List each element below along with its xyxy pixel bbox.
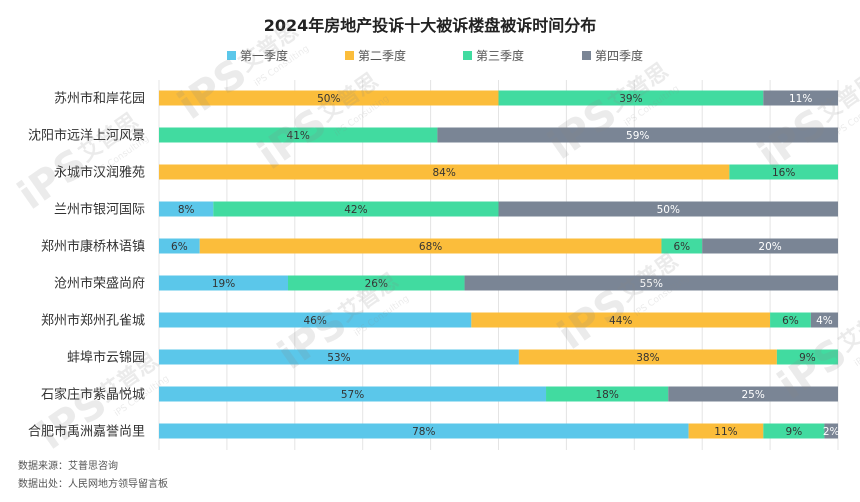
data-label: 20% (758, 241, 781, 253)
bar-segment (159, 312, 472, 328)
data-label: 19% (212, 278, 235, 290)
data-label: 84% (433, 167, 456, 179)
bar-segment (729, 164, 838, 180)
legend-label: 第三季度 (476, 48, 525, 63)
category-label: 苏州市和岸花园 (54, 91, 145, 107)
data-label: 11% (714, 426, 737, 438)
legend-item: 第四季度 (582, 45, 643, 65)
category-label: 沈阳市远洋上河风景 (28, 128, 145, 144)
bar-segment (763, 423, 825, 439)
data-label: 50% (317, 93, 340, 105)
legend-label: 第一季度 (240, 48, 289, 63)
bar-segment (668, 386, 838, 402)
data-label: 6% (171, 241, 188, 253)
category-label: 沧州市荣盛尚府 (54, 276, 145, 292)
bar-segment (546, 386, 669, 402)
legend-item: 第一季度 (227, 45, 288, 65)
data-label: 9% (799, 352, 816, 364)
bar-segment (159, 275, 289, 291)
data-label: 4% (816, 315, 833, 327)
bar-segment (498, 90, 764, 106)
data-label: 46% (303, 315, 326, 327)
data-label: 16% (772, 167, 795, 179)
legend-label: 第四季度 (595, 48, 644, 63)
source-note: 数据来源：艾普思咨询 (18, 461, 118, 472)
chart-legend: 第一季度 第二季度 第三季度 第四季度 (0, 45, 860, 65)
data-label: 9% (786, 426, 803, 438)
bar-segment (213, 201, 499, 217)
bar-segment (518, 349, 777, 365)
data-label: 25% (741, 389, 764, 401)
data-label: 26% (365, 278, 388, 290)
data-label: 68% (419, 241, 442, 253)
data-label: 57% (341, 389, 364, 401)
category-label: 郑州市康桥林语镇 (41, 239, 145, 255)
data-label: 38% (636, 352, 659, 364)
bar-segment (471, 312, 771, 328)
bar-segment (159, 127, 438, 143)
bar-segment (159, 201, 214, 217)
bar-segment (199, 238, 662, 254)
origin-note: 数据出处：人民网地方领导留言板 (18, 479, 168, 490)
bar-segment (288, 275, 465, 291)
legend-item: 第二季度 (345, 45, 406, 65)
category-label: 兰州市银河国际 (54, 202, 145, 218)
bar-segment (763, 90, 838, 106)
data-label: 41% (287, 130, 310, 142)
bar-segment (661, 238, 703, 254)
category-label: 郑州市郑州孔雀城 (41, 313, 145, 329)
data-label: 59% (626, 130, 649, 142)
legend-label: 第二季度 (358, 48, 407, 63)
category-label: 石家庄市紫晶悦城 (41, 387, 145, 403)
data-label: 11% (789, 93, 812, 105)
category-label: 永城市汉润雅苑 (54, 165, 145, 181)
bar-segment (159, 349, 519, 365)
bar-segment (159, 90, 499, 106)
data-label: 18% (595, 389, 618, 401)
data-label: 42% (344, 204, 367, 216)
data-label: 55% (640, 278, 663, 290)
category-label: 蚌埠市云锦园 (67, 350, 145, 366)
category-label: 合肥市禹洲嘉誉尚里 (28, 424, 145, 440)
bar-segment (498, 201, 838, 217)
data-label: 44% (609, 315, 632, 327)
data-label: 6% (673, 241, 690, 253)
data-label: 2% (823, 426, 840, 438)
bar-segment (776, 349, 838, 365)
data-label: 78% (412, 426, 435, 438)
bar-segment (159, 423, 689, 439)
data-label: 53% (327, 352, 350, 364)
bar-segment (159, 238, 200, 254)
bar-segment (810, 312, 838, 328)
legend-swatch (463, 50, 472, 60)
data-label: 50% (657, 204, 680, 216)
bar-segment (824, 423, 838, 439)
bar-segment (464, 275, 838, 291)
data-label: 6% (782, 315, 799, 327)
chart-title: 2024年房地产投诉十大被诉楼盘被诉时间分布 (263, 16, 597, 35)
bar-segment (688, 423, 764, 439)
legend-swatch (582, 50, 591, 60)
legend-swatch (227, 50, 236, 60)
bar-segment (159, 164, 730, 180)
legend-item: 第三季度 (463, 45, 524, 65)
data-label: 8% (178, 204, 195, 216)
bar-segment (702, 238, 838, 254)
chart-footer: 数据来源：艾普思咨询 数据出处：人民网地方领导留言板 (18, 458, 168, 494)
bar-segment (437, 127, 838, 143)
bar-segment (159, 386, 547, 402)
data-label: 39% (619, 93, 642, 105)
legend-swatch (345, 50, 354, 60)
bar-segment (770, 312, 811, 328)
